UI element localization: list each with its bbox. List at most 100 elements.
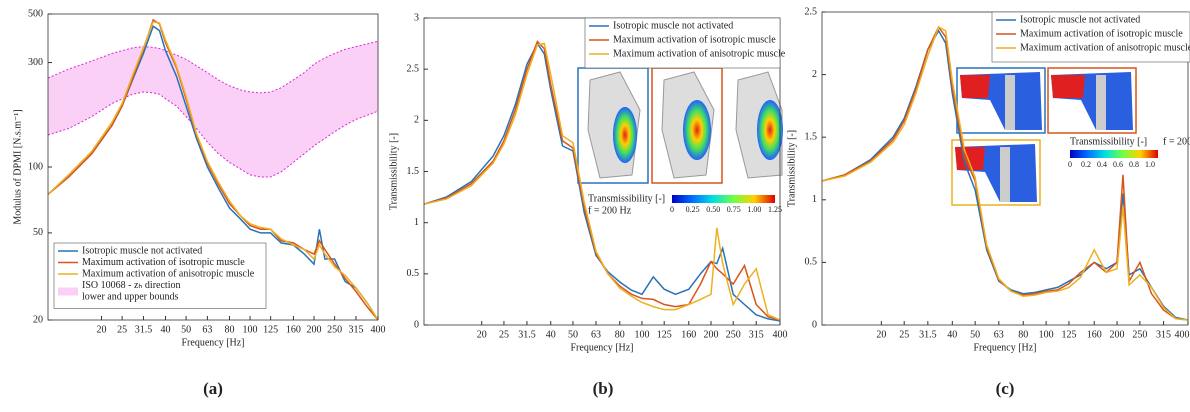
legend-label: Maximum activation of anisotropic muscle <box>82 268 255 279</box>
legend-label: Isotropic muscle not activated <box>613 20 733 31</box>
panel-label: (a) <box>203 379 223 398</box>
colorbar-tick-label: 0 <box>670 205 674 214</box>
y-tick-label: 1 <box>414 217 419 228</box>
y-tick-label: 3 <box>414 12 419 23</box>
x-axis-label: Frequency [Hz] <box>973 342 1036 353</box>
x-tick-label: 250 <box>1132 329 1147 340</box>
legend-box <box>991 11 1190 63</box>
panel-label: (c) <box>996 379 1015 398</box>
y-tick-label: 2 <box>812 69 817 80</box>
legend-swatch <box>58 287 78 296</box>
x-tick-label: 80 <box>1018 329 1028 340</box>
x-tick-label: 125 <box>657 329 672 340</box>
y-tick-label: 0.5 <box>407 268 420 279</box>
x-tick-label: 100 <box>1039 329 1054 340</box>
x-tick-label: 25 <box>499 329 509 340</box>
x-tick-label: 200 <box>1110 329 1125 340</box>
series-line <box>423 42 781 322</box>
legend-box <box>53 242 267 309</box>
legend-label: Maximum activation of isotropic muscle <box>82 257 245 268</box>
y-tick-label: 1.5 <box>407 166 420 177</box>
legend-label: Maximum activation of isotropic muscle <box>613 34 776 45</box>
series-line <box>423 40 781 321</box>
colorbar-tick-label: 0.50 <box>706 205 720 214</box>
x-tick-label: 400 <box>371 324 386 335</box>
y-tick-label: 2.5 <box>407 63 420 74</box>
x-tick-label: 315 <box>749 329 764 340</box>
colorbar-tick-label: 1.0 <box>1145 160 1155 169</box>
x-tick-label: 80 <box>224 324 234 335</box>
x-tick-label: 20 <box>477 329 487 340</box>
y-tick-label: 100 <box>28 161 43 172</box>
y-tick-label: 2 <box>414 115 419 126</box>
colorbar-tick-label: 0.2 <box>1081 160 1091 169</box>
x-tick-label: 50 <box>181 324 191 335</box>
x-tick-label: 125 <box>1061 329 1076 340</box>
x-axis-label: Frequency [Hz] <box>181 337 244 348</box>
inset-images <box>577 67 783 203</box>
x-tick-label: 160 <box>1087 329 1102 340</box>
x-tick-label: 40 <box>546 329 556 340</box>
x-axis-label: Frequency [Hz] <box>570 342 633 353</box>
y-tick-label: 2.5 <box>805 6 818 17</box>
y-axis-label: Transmissibility [-] <box>388 133 399 210</box>
x-tick-label: 25 <box>899 329 909 340</box>
x-tick-label: 315 <box>1156 329 1171 340</box>
x-tick-label: 315 <box>348 324 363 335</box>
colorbar-tick-label: 1.00 <box>747 205 761 214</box>
legend-box <box>584 17 781 69</box>
y-tick-label: 20 <box>33 314 43 325</box>
x-tick-label: 25 <box>117 324 127 335</box>
series-line <box>47 18 379 321</box>
band-bound <box>47 40 379 94</box>
colorbar-tick-label: 0.75 <box>727 205 741 214</box>
y-axis-label: Transmissibility [-] <box>786 130 797 207</box>
colorbar-note: f = 200 Hz <box>588 205 632 216</box>
colorbar-label: Transmissibility [-] <box>588 193 665 204</box>
series-line <box>47 21 379 321</box>
x-tick-label: 200 <box>307 324 322 335</box>
x-tick-label: 31.5 <box>135 324 153 335</box>
x-tick-label: 20 <box>97 324 107 335</box>
x-tick-label: 400 <box>1175 329 1190 340</box>
x-tick-label: 63 <box>202 324 212 335</box>
x-tick-label: 125 <box>263 324 278 335</box>
x-tick-label: 31.5 <box>518 329 536 340</box>
inset-images <box>951 67 1158 206</box>
colorbar-tick-label: 0.6 <box>1113 160 1123 169</box>
panel-label: (b) <box>593 379 614 398</box>
y-tick-label: 300 <box>28 57 43 68</box>
colorbar-tick-label: 0.8 <box>1129 160 1139 169</box>
x-tick-label: 63 <box>994 329 1004 340</box>
y-tick-label: 500 <box>28 8 43 19</box>
x-tick-label: 100 <box>243 324 258 335</box>
x-tick-label: 160 <box>681 329 696 340</box>
x-tick-label: 250 <box>327 324 342 335</box>
y-tick-label: 0.5 <box>805 257 818 268</box>
x-tick-label: 40 <box>947 329 957 340</box>
colorbar-label: Transmissibility [-] <box>1070 136 1147 147</box>
legend-label: ISO 10068 - zₕ direction <box>82 280 180 291</box>
y-axis-label: Modulus of DPMI [N.s.m⁻¹] <box>12 109 23 224</box>
x-tick-label: 63 <box>591 329 601 340</box>
legend-label: Isotropic muscle not activated <box>82 245 202 256</box>
x-tick-label: 400 <box>773 329 788 340</box>
x-tick-label: 31.5 <box>919 329 937 340</box>
x-tick-label: 40 <box>160 324 170 335</box>
x-tick-label: 200 <box>703 329 718 340</box>
colorbar-tick-label: 0.4 <box>1097 160 1107 169</box>
x-tick-label: 50 <box>970 329 980 340</box>
y-tick-label: 1 <box>812 194 817 205</box>
y-tick-label: 0 <box>812 319 817 330</box>
x-tick-label: 20 <box>876 329 886 340</box>
x-tick-label: 50 <box>568 329 578 340</box>
legend-label: Maximum activation of isotropic muscle <box>1020 28 1183 39</box>
legend-label: lower and upper bounds <box>82 291 178 302</box>
legend-label: Maximum activation of anisotropic muscle <box>613 48 786 59</box>
y-tick-label: 50 <box>33 227 43 238</box>
band-fill <box>48 41 378 178</box>
x-tick-label: 160 <box>286 324 301 335</box>
colorbar-tick-label: 0.25 <box>686 205 700 214</box>
x-tick-label: 80 <box>615 329 625 340</box>
x-tick-label: 100 <box>634 329 649 340</box>
